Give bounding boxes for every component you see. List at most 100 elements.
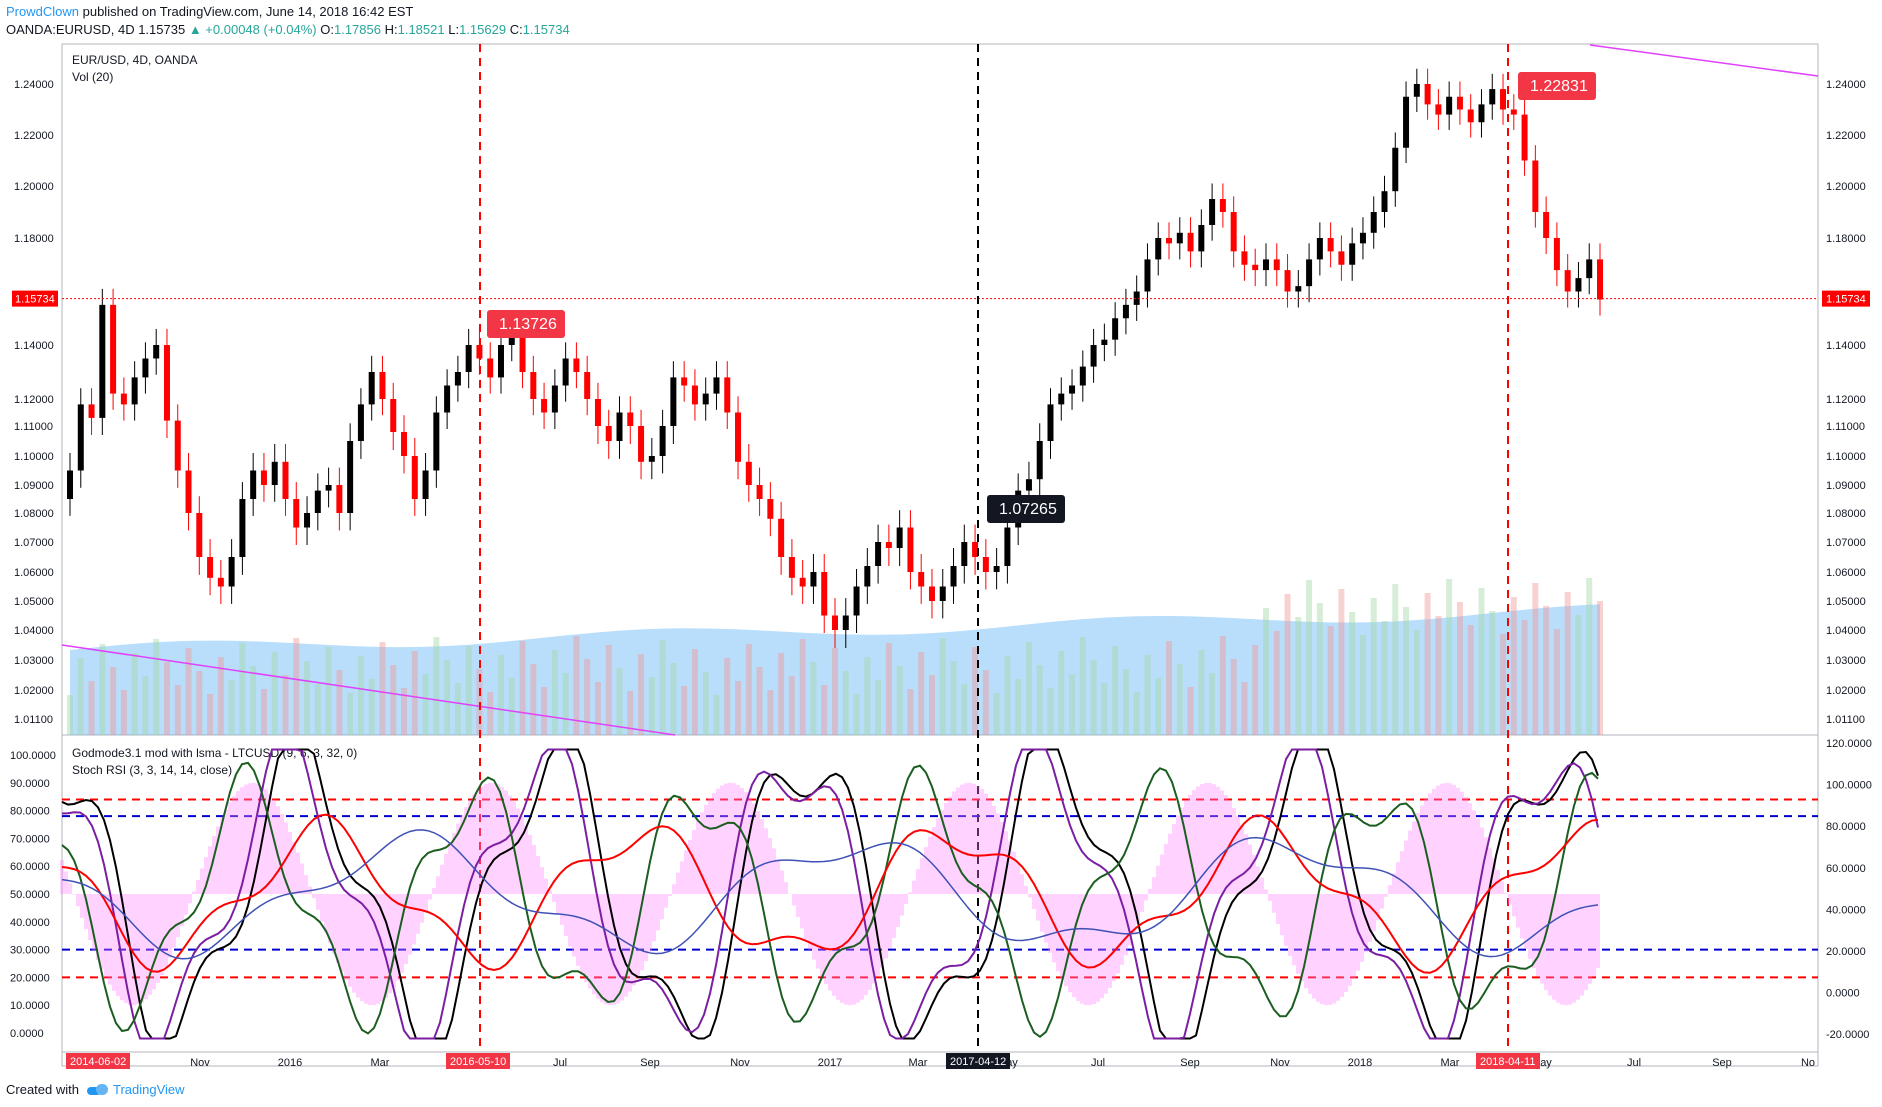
volume-bar bbox=[1349, 612, 1356, 735]
volume-bar bbox=[648, 677, 655, 735]
candle-body bbox=[1166, 238, 1173, 244]
x-tick-label: 2017 bbox=[818, 1057, 842, 1069]
candle-body bbox=[982, 557, 989, 572]
candle-body bbox=[885, 542, 892, 548]
volume-bar bbox=[314, 684, 321, 735]
price-tick-left: 1.08000 bbox=[14, 508, 54, 520]
candle-body bbox=[1047, 404, 1054, 441]
candle-body bbox=[1478, 104, 1485, 123]
volume-bar bbox=[1079, 637, 1086, 735]
osc-tick-right: 20.0000 bbox=[1826, 946, 1866, 958]
open-label: O: bbox=[320, 22, 334, 37]
candle-body bbox=[594, 399, 601, 426]
volume-bar bbox=[1155, 678, 1162, 735]
x-tick-label: Sep bbox=[1180, 1057, 1200, 1069]
close-value: 1.15734 bbox=[522, 22, 570, 37]
candle-body bbox=[1392, 147, 1399, 192]
candle-body bbox=[832, 615, 838, 630]
candle-body bbox=[939, 586, 946, 601]
volume-bar bbox=[444, 660, 451, 735]
price-tick-right: 1.05000 bbox=[1826, 596, 1866, 608]
price-callout-label: 1.22831 bbox=[1530, 78, 1588, 95]
volume-bar bbox=[627, 691, 634, 735]
volume-bar bbox=[638, 654, 645, 735]
volume-bar bbox=[530, 664, 537, 735]
volume-bar bbox=[875, 680, 882, 735]
osc-line-red bbox=[61, 813, 1599, 974]
volume-bar bbox=[1575, 615, 1582, 735]
tradingview-link[interactable]: TradingView bbox=[86, 1082, 185, 1097]
candle-body bbox=[918, 572, 925, 587]
price-tick-left: 1.09000 bbox=[14, 480, 54, 492]
volume-bar bbox=[778, 653, 785, 735]
volume-bar bbox=[573, 636, 580, 735]
volume-bar bbox=[1090, 660, 1097, 735]
candle-body bbox=[605, 426, 612, 441]
volume-bar bbox=[594, 682, 601, 735]
chart-canvas[interactable]: 1.24000 1.24000 1.22000 1.22000 1.20000 1.200… bbox=[0, 0, 1882, 1080]
candle-body bbox=[314, 490, 321, 513]
volume-bar bbox=[336, 670, 343, 735]
volume-bar bbox=[1564, 592, 1571, 735]
osc-tick-right: 60.0000 bbox=[1826, 863, 1866, 875]
volume-bar bbox=[1435, 616, 1442, 735]
candle-body bbox=[487, 358, 494, 378]
candle-body bbox=[1403, 96, 1410, 148]
volume-bar bbox=[810, 662, 817, 735]
candle-body bbox=[842, 615, 849, 630]
x-highlight-tag bbox=[946, 1053, 1010, 1069]
volume-bar bbox=[1586, 578, 1593, 735]
osc-tick-left: 30.0000 bbox=[10, 945, 50, 957]
volume-bar bbox=[347, 693, 354, 735]
current-price-tag-right bbox=[1822, 290, 1870, 307]
candle-body bbox=[1543, 212, 1550, 238]
volume-bar bbox=[1252, 645, 1259, 735]
candle-body bbox=[368, 372, 375, 405]
candle-body bbox=[562, 358, 569, 386]
volume-bar bbox=[217, 657, 224, 735]
candle-body bbox=[88, 404, 95, 418]
volume-bar bbox=[1392, 584, 1399, 735]
volume-bar bbox=[681, 686, 688, 735]
price-tick-left: 1.06000 bbox=[14, 567, 54, 579]
price-tick-left: 1.24000 bbox=[14, 79, 54, 91]
candle-body bbox=[853, 586, 860, 616]
candle-body bbox=[896, 527, 903, 548]
volume-bar bbox=[853, 694, 860, 735]
price-tick-left: 1.04000 bbox=[14, 625, 54, 637]
candle-body bbox=[1306, 259, 1313, 287]
low-label: L: bbox=[448, 22, 460, 37]
candle-body bbox=[207, 557, 214, 578]
volume-bar bbox=[1112, 646, 1119, 735]
candle-body bbox=[1155, 238, 1162, 260]
symbol-label: OANDA:EURUSD, 4D bbox=[6, 22, 135, 37]
price-tick-right: 1.07000 bbox=[1826, 537, 1866, 549]
candle-body bbox=[476, 345, 483, 359]
candle-body bbox=[1500, 89, 1507, 110]
volume-bar bbox=[1510, 597, 1517, 735]
volume-bar bbox=[713, 695, 720, 735]
current-price-tag-left bbox=[12, 290, 58, 307]
publish-info: ProwdClown published on TradingView.com,… bbox=[6, 4, 413, 19]
volume-bar bbox=[993, 693, 1000, 735]
price-tick-right: 1.02000 bbox=[1826, 685, 1866, 697]
osc-tick-right: 100.0000 bbox=[1826, 780, 1872, 792]
volume-bar bbox=[907, 689, 914, 735]
x-tick-label: Sep bbox=[1712, 1057, 1732, 1069]
price-tick-right: 1.24000 bbox=[1826, 79, 1866, 91]
candle-body bbox=[681, 377, 688, 386]
volume-bar bbox=[939, 638, 946, 735]
volume-bar bbox=[1467, 625, 1474, 735]
volume-bar bbox=[691, 649, 698, 735]
author-link[interactable]: ProwdClown bbox=[6, 4, 79, 19]
volume-bar bbox=[1553, 629, 1560, 735]
candle-body bbox=[541, 399, 548, 413]
volume-bar bbox=[1478, 588, 1485, 735]
candle-body bbox=[691, 385, 698, 405]
price-tick-left: 1.05000 bbox=[14, 596, 54, 608]
candle-body bbox=[422, 470, 429, 499]
candle-body bbox=[433, 412, 440, 471]
volume-bar bbox=[1403, 607, 1410, 735]
candle-body bbox=[1176, 232, 1183, 244]
volume-bar bbox=[519, 641, 526, 735]
